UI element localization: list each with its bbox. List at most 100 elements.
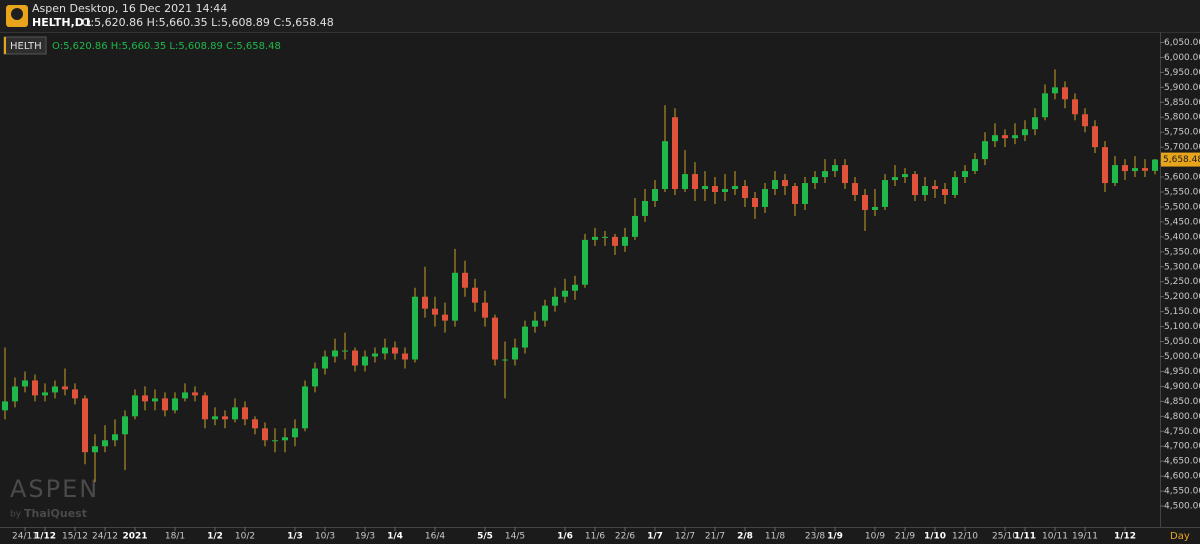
candle-body xyxy=(1122,165,1128,172)
candle-body xyxy=(942,189,948,196)
candle-body xyxy=(1132,168,1138,172)
candle-body xyxy=(802,183,808,204)
y-tick-label: 5,050.00 xyxy=(1164,337,1200,347)
candle-body xyxy=(62,386,68,390)
header-bar xyxy=(0,0,1200,32)
x-tick-label: 1/2 xyxy=(207,532,223,542)
y-tick-label: 5,250.00 xyxy=(1164,277,1200,287)
candle-body xyxy=(2,401,8,411)
x-tick-label: 19/11 xyxy=(1072,532,1098,542)
candle-body xyxy=(182,392,188,399)
candle-body xyxy=(162,398,168,411)
candle-body xyxy=(302,386,308,429)
candle-body xyxy=(142,395,148,402)
y-tick-label: 5,300.00 xyxy=(1164,262,1200,272)
candle-body xyxy=(422,296,428,309)
x-tick-label: 10/2 xyxy=(235,532,255,542)
x-tick-label: 25/10 xyxy=(992,532,1018,542)
last-price-label: 5,658.48 xyxy=(1163,155,1200,165)
candle-body xyxy=(472,287,478,303)
candle-body xyxy=(722,189,728,193)
candle-body xyxy=(1052,87,1058,94)
candle-body xyxy=(742,186,748,198)
y-tick-label: 4,900.00 xyxy=(1164,382,1200,392)
x-tick-label: 23/8 xyxy=(805,532,825,542)
candle-body xyxy=(792,186,798,204)
y-tick-label: 4,800.00 xyxy=(1164,412,1200,422)
candle-body xyxy=(242,407,248,420)
candle-body xyxy=(212,416,218,420)
candle-body xyxy=(272,440,278,442)
candle-body xyxy=(1062,87,1068,100)
candle-body xyxy=(1142,168,1148,171)
y-tick-label: 5,350.00 xyxy=(1164,247,1200,257)
candle-body xyxy=(882,180,888,207)
y-tick-label: 5,000.00 xyxy=(1164,352,1200,362)
candle-body xyxy=(572,284,578,291)
candle-body xyxy=(482,302,488,318)
candle-body xyxy=(1112,165,1118,184)
candle-body xyxy=(732,186,738,190)
candle-body xyxy=(502,359,508,361)
candle-body xyxy=(382,347,388,354)
x-tick-label: 22/6 xyxy=(615,532,635,542)
x-tick-label: 1/3 xyxy=(287,532,303,542)
x-tick-label: 1/7 xyxy=(647,532,663,542)
candle-body xyxy=(762,189,768,207)
y-tick-label: 4,950.00 xyxy=(1164,367,1200,377)
candle-body xyxy=(1152,159,1158,171)
candle-body xyxy=(892,177,898,181)
candle-body xyxy=(292,428,298,438)
candle-body xyxy=(632,215,638,237)
y-tick-label: 5,950.00 xyxy=(1164,68,1200,78)
candle-body xyxy=(312,368,318,387)
x-tick-label: 24/12 xyxy=(92,532,118,542)
candle-body xyxy=(322,356,328,369)
y-tick-label: 6,050.00 xyxy=(1164,38,1200,48)
candle-body xyxy=(962,171,968,178)
candle-body xyxy=(1102,147,1108,184)
y-tick-label: 4,700.00 xyxy=(1164,442,1200,452)
y-tick-label: 5,150.00 xyxy=(1164,307,1200,317)
y-tick-label: 5,850.00 xyxy=(1164,98,1200,108)
candle-body xyxy=(1012,135,1018,139)
app-title: Aspen Desktop, 16 Dec 2021 14:44 xyxy=(32,2,227,15)
candle-body xyxy=(672,117,678,190)
candle-body xyxy=(172,398,178,411)
x-tick-label: 2/8 xyxy=(737,532,753,542)
candle-body xyxy=(232,407,238,420)
x-tick-label: 18/1 xyxy=(165,532,185,542)
candle-body xyxy=(202,395,208,420)
legend-ohlc: O:5,620.86 H:5,660.35 L:5,608.89 C:5,658… xyxy=(52,41,281,52)
x-tick-label: 16/4 xyxy=(425,532,445,542)
x-tick-label: 21/9 xyxy=(895,532,915,542)
candle-body xyxy=(32,380,38,396)
candle-body xyxy=(1032,117,1038,130)
candle-body xyxy=(432,308,438,315)
x-tick-label: 1/11 xyxy=(1014,532,1036,542)
candle-body xyxy=(452,272,458,321)
candle-body xyxy=(532,320,538,327)
candle-body xyxy=(332,350,338,357)
y-tick-label: 6,000.00 xyxy=(1164,53,1200,63)
y-tick-label: 5,700.00 xyxy=(1164,143,1200,153)
candle-body xyxy=(342,350,348,352)
x-tick-label: 10/9 xyxy=(865,532,885,542)
x-tick-label: 1/9 xyxy=(827,532,843,542)
candle-body xyxy=(1072,99,1078,115)
candle-body xyxy=(192,392,198,396)
y-tick-label: 4,550.00 xyxy=(1164,487,1200,497)
x-tick-label: 12/7 xyxy=(675,532,695,542)
candle-body xyxy=(412,296,418,360)
x-tick-label: 12/10 xyxy=(952,532,978,542)
x-tick-label: 1/12 xyxy=(34,532,56,542)
candle-body xyxy=(952,177,958,196)
x-tick-label: 21/7 xyxy=(705,532,725,542)
x-tick-label: 19/3 xyxy=(355,532,375,542)
candle-body xyxy=(972,159,978,172)
candle-body xyxy=(122,416,128,435)
candle-body xyxy=(912,174,918,196)
candle-body xyxy=(982,141,988,160)
